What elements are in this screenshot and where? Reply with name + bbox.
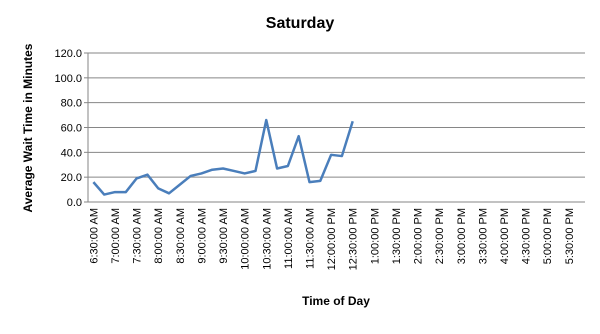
- x-tick-label: 3:30:00 PM: [477, 208, 489, 264]
- data-line: [92, 118, 354, 196]
- y-tick-label: 40.0: [61, 147, 82, 159]
- x-tick-label: 8:00:00 AM: [153, 208, 165, 264]
- y-tick-label: 80.0: [61, 98, 82, 110]
- y-tick-label: 60.0: [61, 123, 82, 135]
- x-tick-label: 4:30:00 PM: [521, 208, 533, 264]
- x-tick-label: 1:00:00 PM: [369, 208, 381, 264]
- x-tick-label: 6:30:00 AM: [88, 208, 100, 264]
- x-tick-label: 12:30:00 PM: [348, 208, 360, 270]
- x-tick-label: 3:00:00 PM: [456, 208, 468, 264]
- y-axis-label: Average Wait Time in Minutes: [21, 43, 35, 212]
- y-tick-label: 20.0: [61, 172, 82, 184]
- x-tick-label: 5:30:00 PM: [564, 208, 576, 264]
- x-tick-label: 11:00:00 AM: [283, 208, 295, 269]
- y-tick-label: 100.0: [54, 73, 82, 85]
- x-tick-label: 8:30:00 AM: [175, 208, 187, 264]
- x-tick-label: 1:30:00 PM: [391, 208, 403, 264]
- x-axis-label: Time of Day: [302, 294, 370, 308]
- y-tick-label: 120.0: [54, 48, 82, 60]
- x-tick-label: 10:30:00 AM: [261, 208, 273, 270]
- y-tick-label: 0.0: [67, 197, 82, 209]
- x-tick-label: 9:00:00 AM: [196, 208, 208, 264]
- x-tick-label: 5:00:00 PM: [542, 208, 554, 264]
- x-tick-label: 9:30:00 AM: [218, 208, 230, 264]
- x-tick-label: 7:30:00 AM: [132, 208, 144, 264]
- x-tick-label: 7:00:00 AM: [110, 208, 122, 264]
- x-tick-label: 10:00:00 AM: [240, 208, 252, 270]
- x-tick-label: 2:00:00 PM: [413, 208, 425, 264]
- x-tick-label: 12:00:00 PM: [326, 208, 338, 270]
- x-tick-label: 2:30:00 PM: [434, 208, 446, 264]
- x-tick-label: 4:00:00 PM: [499, 208, 511, 264]
- x-tick-label: 11:30:00 AM: [304, 208, 316, 269]
- chart-title: Saturday: [266, 15, 335, 32]
